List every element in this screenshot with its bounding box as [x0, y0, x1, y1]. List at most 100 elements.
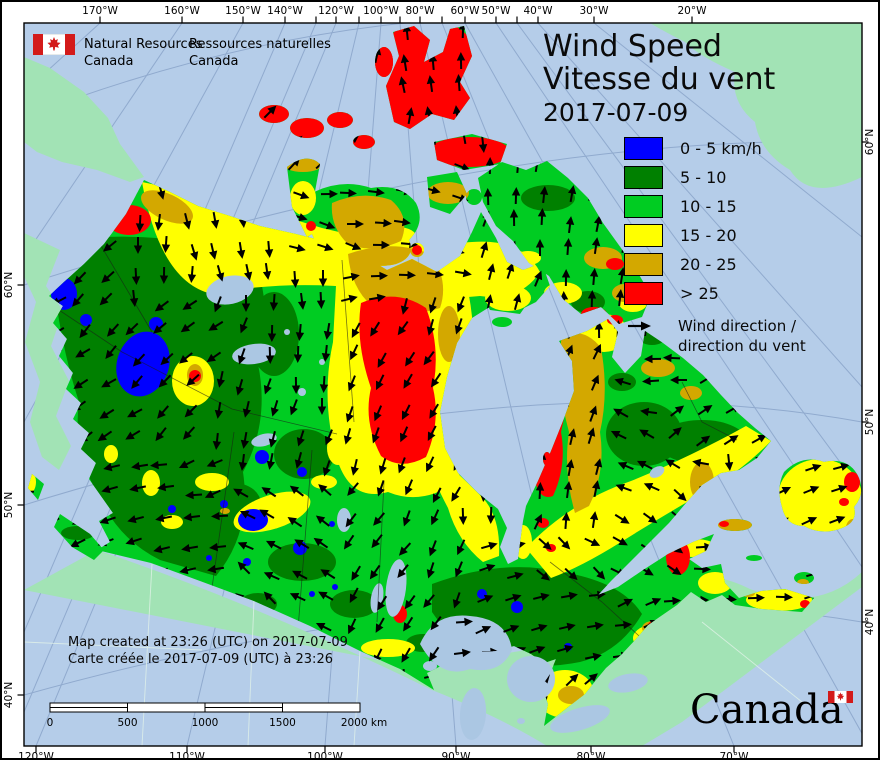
- axis-tick-label: 60°N: [864, 129, 876, 155]
- wind-arrow: [339, 188, 357, 198]
- wind-arrow: [267, 324, 277, 342]
- wind-arrow: [483, 188, 493, 206]
- wind-arrow: [131, 461, 149, 471]
- axis-tick-label: 1500: [269, 717, 296, 729]
- wind-arrow: [318, 591, 334, 601]
- created-note-en: Map created at 23:26 (UTC) on 2017-07-09: [68, 635, 348, 650]
- wind-arrow: [69, 538, 86, 547]
- wind-arrow: [373, 405, 383, 422]
- created-note-fr: Carte créée le 2017-07-09 (UTC) à 23:26: [68, 652, 333, 667]
- wind-arrow: [204, 489, 221, 499]
- axis-tick-label: 60°W: [451, 5, 481, 17]
- wind-arrow: [319, 221, 336, 230]
- wind-arrow: [259, 509, 275, 519]
- wind-arrow: [665, 459, 681, 469]
- legend-item: 10 - 15: [624, 192, 864, 221]
- legend-item: 15 - 20: [624, 221, 864, 250]
- wind-arrow: [455, 617, 473, 627]
- wind-arrow: [584, 537, 601, 547]
- wind-arrow: [507, 571, 524, 580]
- wind-arrow: [612, 536, 628, 546]
- wind-arrow: [534, 270, 543, 287]
- wind-arrow: [160, 352, 174, 366]
- axis-tick-label: 100°W: [363, 5, 399, 17]
- map-created-note: Map created at 23:26 (UTC) on 2017-07-09…: [68, 634, 348, 668]
- wind-arrow: [318, 270, 328, 287]
- wind-arrow: [536, 569, 550, 581]
- wind-arrow: [692, 458, 710, 468]
- wind-arrow: [565, 673, 579, 687]
- axis-tick-label: 50°N: [3, 492, 15, 518]
- wind-arrow: [567, 185, 577, 203]
- wind-arrow: [610, 431, 627, 440]
- wind-arrow: [558, 622, 576, 631]
- wind-arrow: [405, 107, 415, 125]
- wind-arrow: [99, 408, 115, 419]
- wind-arrow: [237, 541, 254, 551]
- wind-arrow: [398, 270, 416, 280]
- legend-item: 0 - 5 km/h: [624, 134, 864, 163]
- wind-arrow: [269, 293, 279, 311]
- wind-arrow: [184, 404, 198, 418]
- wind-arrow: [263, 571, 280, 581]
- wind-arrow: [154, 213, 164, 231]
- wind-arrow: [477, 594, 494, 603]
- wind-arrow: [560, 591, 578, 601]
- wind-arrow: [454, 318, 463, 335]
- wind-arrow: [404, 594, 416, 610]
- wind-arrow: [240, 431, 250, 449]
- wind-arrow: [233, 488, 249, 498]
- wind-arrow: [614, 513, 630, 524]
- wind-arrow: [399, 426, 409, 443]
- wind-arrow: [186, 373, 200, 387]
- wind-arrow: [320, 569, 336, 580]
- legend: 0 - 5 km/h 5 - 10 10 - 15 15 - 20 20 - 25 > 2…: [624, 134, 864, 356]
- axis-tick-label: 40°N: [864, 609, 876, 635]
- axis-tick-label: 110°W: [169, 751, 205, 760]
- axis-tick-label: 1000: [192, 717, 219, 729]
- wind-arrow: [561, 512, 571, 530]
- wind-arrow: [452, 592, 461, 609]
- wind-arrow: [564, 567, 578, 581]
- wind-arrow: [397, 320, 409, 336]
- wind-arrow: [592, 566, 606, 580]
- axis-tick-label: 20°W: [678, 5, 708, 17]
- wind-arrow: [161, 235, 171, 253]
- wind-arrow: [343, 428, 352, 445]
- wind-arrow: [73, 271, 87, 285]
- wind-arrow: [370, 321, 381, 337]
- wind-arrow: [371, 534, 383, 549]
- axis-tick-label: 500: [117, 717, 137, 729]
- wind-arrow: [615, 289, 625, 307]
- wind-arrow: [320, 189, 338, 199]
- wind-arrow: [349, 344, 359, 361]
- inland-lakes: [206, 275, 665, 671]
- wind-arrow: [775, 592, 793, 602]
- wind-arrow: [428, 646, 440, 662]
- wind-arrow: [670, 375, 687, 385]
- wind-arrow: [237, 348, 246, 365]
- wind-arrow: [216, 265, 225, 282]
- wind-arrow: [287, 516, 303, 528]
- wind-arrow: [426, 75, 436, 93]
- map-frame: [23, 22, 863, 747]
- wind-arrow: [150, 460, 168, 470]
- wind-arrow: [557, 644, 574, 653]
- wind-arrow: [181, 543, 199, 553]
- wind-arrow: [294, 452, 303, 469]
- org-name-fr: Ressources naturelles Canada: [189, 36, 331, 70]
- wind-arrow: [347, 482, 359, 496]
- wind-arrow: [209, 542, 227, 552]
- wind-arrow: [367, 187, 385, 197]
- wind-arrow: [565, 216, 575, 234]
- title-date: 2017-07-09: [543, 98, 689, 127]
- wind-arrow: [345, 406, 354, 423]
- wind-arrow: [377, 595, 388, 611]
- wind-arrow: [236, 241, 246, 259]
- wind-arrow: [159, 266, 169, 284]
- wordmark-flag-icon: [828, 691, 853, 703]
- wind-arrow: [206, 351, 222, 363]
- wind-arrow: [127, 515, 144, 524]
- greenland: [650, 23, 862, 188]
